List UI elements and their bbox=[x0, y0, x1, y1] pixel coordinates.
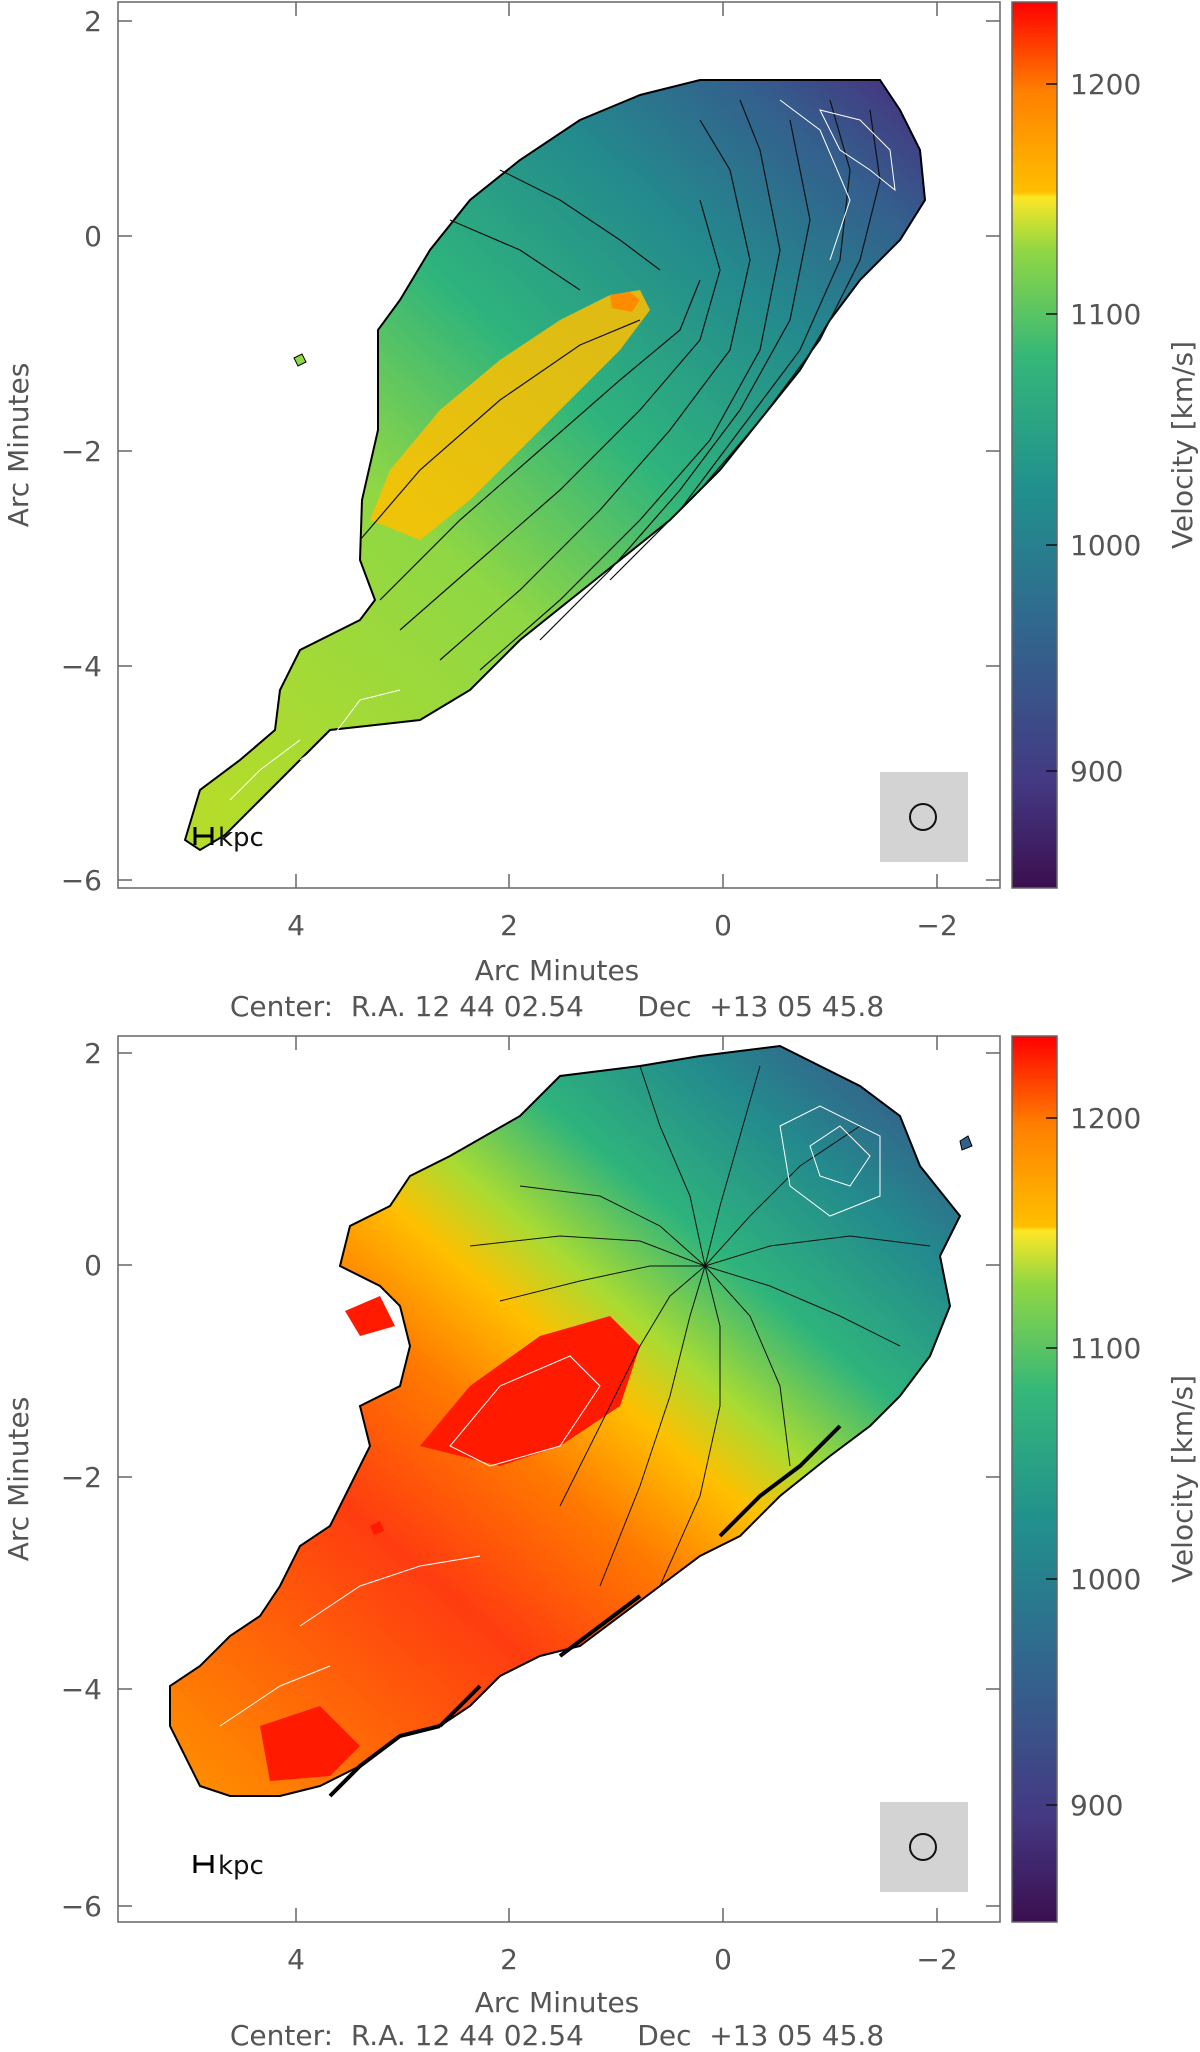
beam-indicator bbox=[880, 772, 968, 862]
x-axis-label: Arc Minutes bbox=[475, 1986, 640, 2019]
velocity-map-svg-bottom: kpc 2 0 −2 −4 −6 4 2 0 −2 Arc Minutes Ce… bbox=[2, 1035, 1199, 2052]
y-tick-label: −4 bbox=[61, 650, 102, 683]
galaxy-velocity-field bbox=[169, 1044, 973, 1798]
axis-ticks bbox=[118, 2, 1000, 888]
y-axis-label: Arc Minutes bbox=[2, 363, 35, 528]
y-tick-label: 2 bbox=[84, 1037, 102, 1070]
y-tick-label: −6 bbox=[61, 1890, 102, 1923]
colorbar-tick-label: 1200 bbox=[1070, 68, 1141, 101]
x-tick-label: −2 bbox=[916, 1943, 957, 1976]
axis-ticks bbox=[118, 1036, 1000, 1922]
colorbar-tick-label: 1200 bbox=[1070, 1102, 1141, 1135]
colorbar-tick-label: 900 bbox=[1070, 755, 1123, 788]
colorbar: 900 1000 1100 1200 Velocity [km/s] bbox=[1011, 1, 1199, 889]
x-tick-label: 2 bbox=[500, 1943, 518, 1976]
scale-bar-label: kpc bbox=[218, 1851, 264, 1881]
galaxy-velocity-field bbox=[183, 79, 927, 852]
scale-bar: kpc bbox=[193, 823, 264, 853]
center-caption: Center: R.A. 12 44 02.54 Dec +13 05 45.8 bbox=[230, 2019, 884, 2048]
x-tick-label: 4 bbox=[287, 1943, 305, 1976]
colorbar-label: Velocity [km/s] bbox=[1166, 1375, 1199, 1583]
y-tick-label: −6 bbox=[61, 864, 102, 897]
velocity-map-panel-top: kpc 2 0 −2 −4 −6 4 2 0 −2 Arc Minutes Ce… bbox=[0, 0, 1200, 1024]
x-tick-label: 0 bbox=[714, 909, 732, 942]
circle-beam-icon bbox=[909, 803, 937, 831]
colorbar-tick-label: 1100 bbox=[1070, 1332, 1141, 1365]
x-tick-label: 2 bbox=[500, 909, 518, 942]
colorbar-tick-label: 900 bbox=[1070, 1789, 1123, 1822]
velocity-map-panel-bottom: kpc 2 0 −2 −4 −6 4 2 0 −2 Arc Minutes Ce… bbox=[0, 1026, 1200, 2052]
scale-bar-label: kpc bbox=[218, 823, 264, 853]
y-tick-label: −2 bbox=[61, 435, 102, 468]
y-tick-label: 0 bbox=[84, 220, 102, 253]
y-tick-label: 2 bbox=[84, 5, 102, 38]
x-tick-label: −2 bbox=[916, 909, 957, 942]
velocity-map-svg-top: kpc 2 0 −2 −4 −6 4 2 0 −2 Arc Minutes Ce… bbox=[2, 1, 1199, 1023]
colorbar-tick-label: 1100 bbox=[1070, 298, 1141, 331]
y-tick-label: −4 bbox=[61, 1673, 102, 1706]
colorbar-tick-label: 1000 bbox=[1070, 529, 1141, 562]
y-tick-label: 0 bbox=[84, 1249, 102, 1282]
x-axis-label: Arc Minutes bbox=[475, 954, 640, 987]
beam-indicator bbox=[880, 1802, 968, 1892]
y-axis-label: Arc Minutes bbox=[2, 1397, 35, 1562]
scale-bar: kpc bbox=[193, 1851, 264, 1881]
colorbar-tick-label: 1000 bbox=[1070, 1563, 1141, 1596]
colorbar-label: Velocity [km/s] bbox=[1166, 341, 1199, 549]
x-tick-label: 4 bbox=[287, 909, 305, 942]
center-caption: Center: R.A. 12 44 02.54 Dec +13 05 45.8 bbox=[230, 990, 884, 1023]
circle-beam-icon bbox=[909, 1833, 937, 1861]
y-tick-label: −2 bbox=[61, 1461, 102, 1494]
colorbar: 900 1000 1100 1200 Velocity [km/s] bbox=[1011, 1035, 1199, 1923]
x-tick-label: 0 bbox=[714, 1943, 732, 1976]
